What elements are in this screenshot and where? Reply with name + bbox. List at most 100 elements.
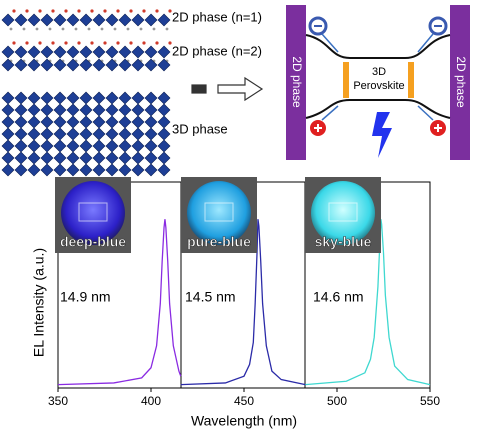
octahedron: [53, 127, 67, 141]
octahedron: [144, 139, 158, 153]
organic: [87, 27, 91, 31]
octahedron: [105, 58, 119, 72]
layer-label: 3D phase: [172, 121, 228, 136]
octahedron: [144, 91, 158, 105]
octahedron: [131, 58, 145, 72]
octahedron: [53, 151, 67, 165]
organic: [74, 27, 78, 31]
octahedron: [53, 115, 67, 129]
octahedron: [40, 58, 54, 72]
octahedron: [131, 45, 145, 59]
legend-label: pure-blue: [187, 234, 251, 250]
organic: [12, 41, 16, 45]
organic: [116, 9, 120, 13]
octahedron: [118, 103, 132, 117]
octahedron: [14, 127, 28, 141]
octahedron: [118, 151, 132, 165]
octahedron: [53, 58, 67, 72]
octahedron: [118, 115, 132, 129]
organic: [51, 41, 55, 45]
octahedron: [157, 13, 171, 27]
organic: [129, 9, 133, 13]
octahedron: [157, 127, 171, 141]
organic: [90, 9, 94, 13]
organic: [100, 27, 104, 31]
octahedron: [118, 127, 132, 141]
octahedron: [92, 127, 106, 141]
octahedron: [118, 163, 132, 177]
octahedron: [1, 127, 15, 141]
octahedron: [1, 103, 15, 117]
organic: [22, 27, 26, 31]
photo-electrode: [204, 202, 234, 222]
organic: [126, 27, 130, 31]
x-axis-label: Wavelength (nm): [191, 413, 297, 429]
octahedron: [79, 151, 93, 165]
organic: [51, 9, 55, 13]
octahedron: [118, 58, 132, 72]
octahedron: [27, 58, 41, 72]
organic: [155, 41, 159, 45]
organic: [168, 9, 172, 13]
octahedron: [144, 103, 158, 117]
octahedron: [66, 151, 80, 165]
octahedron: [14, 91, 28, 105]
octahedron: [79, 103, 93, 117]
organic: [25, 9, 29, 13]
organic: [77, 41, 81, 45]
bar: [450, 5, 470, 160]
octahedron: [1, 139, 15, 153]
octahedron: [105, 163, 119, 177]
octahedron: [66, 103, 80, 117]
organic: [35, 27, 39, 31]
octahedron: [92, 45, 106, 59]
x-tick-label: 450: [234, 394, 254, 408]
octahedron: [144, 45, 158, 59]
octahedron: [144, 58, 158, 72]
octahedron: [66, 45, 80, 59]
octahedron: [27, 13, 41, 27]
octahedron: [79, 45, 93, 59]
octahedron: [27, 45, 41, 59]
octahedron: [105, 91, 119, 105]
octahedron: [157, 163, 171, 177]
octahedron: [92, 163, 106, 177]
octahedron: [14, 115, 28, 129]
octahedron: [79, 91, 93, 105]
octahedron: [14, 103, 28, 117]
octahedron: [105, 151, 119, 165]
octahedron: [157, 45, 171, 59]
octahedron: [27, 115, 41, 129]
photo-electrode: [328, 202, 358, 222]
octahedron: [144, 127, 158, 141]
center-label: 3D: [372, 66, 386, 78]
arrow: [191, 76, 264, 102]
octahedron: [40, 115, 54, 129]
legend-label: sky-blue: [315, 234, 372, 250]
octahedron: [1, 58, 15, 72]
octahedron: [66, 139, 80, 153]
octahedron: [131, 91, 145, 105]
octahedron: [1, 45, 15, 59]
octahedron: [105, 115, 119, 129]
octahedron: [14, 58, 28, 72]
octahedron: [14, 139, 28, 153]
octahedron: [66, 91, 80, 105]
octahedron: [53, 91, 67, 105]
octahedron: [131, 163, 145, 177]
bar-label: 2D phase: [454, 56, 468, 108]
organic: [155, 9, 159, 13]
x-tick-label: 500: [327, 394, 347, 408]
octahedron: [1, 151, 15, 165]
organic: [48, 27, 52, 31]
octahedron: [66, 58, 80, 72]
organic: [77, 9, 81, 13]
octahedron: [1, 91, 15, 105]
x-tick-label: 350: [48, 394, 68, 408]
octahedron: [118, 13, 132, 27]
octahedron: [144, 151, 158, 165]
photo-glow: [61, 181, 125, 245]
octahedron: [79, 139, 93, 153]
octahedron: [157, 115, 171, 129]
